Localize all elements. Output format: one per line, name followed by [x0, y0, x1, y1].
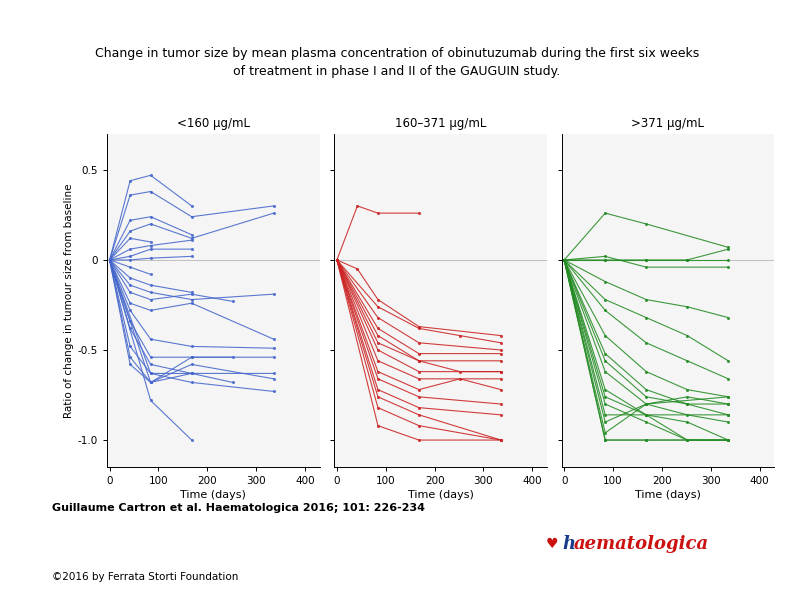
X-axis label: Time (days): Time (days) — [635, 490, 701, 500]
X-axis label: Time (days): Time (days) — [408, 490, 473, 500]
Text: aematologica: aematologica — [573, 536, 708, 553]
Text: ♥: ♥ — [545, 537, 558, 552]
Text: Change in tumor size by mean plasma concentration of obinutuzumab during the fir: Change in tumor size by mean plasma conc… — [94, 47, 700, 78]
Title: <160 μg/mL: <160 μg/mL — [177, 117, 250, 130]
Title: >371 μg/mL: >371 μg/mL — [631, 117, 704, 130]
Text: Guillaume Cartron et al. Haematologica 2016; 101: 226-234: Guillaume Cartron et al. Haematologica 2… — [52, 503, 425, 513]
Title: 160–371 μg/mL: 160–371 μg/mL — [395, 117, 487, 130]
X-axis label: Time (days): Time (days) — [180, 490, 246, 500]
Text: h: h — [562, 536, 576, 553]
Y-axis label: Ratio of change in tumour size from baseline: Ratio of change in tumour size from base… — [64, 183, 74, 418]
Text: ©2016 by Ferrata Storti Foundation: ©2016 by Ferrata Storti Foundation — [52, 572, 238, 583]
